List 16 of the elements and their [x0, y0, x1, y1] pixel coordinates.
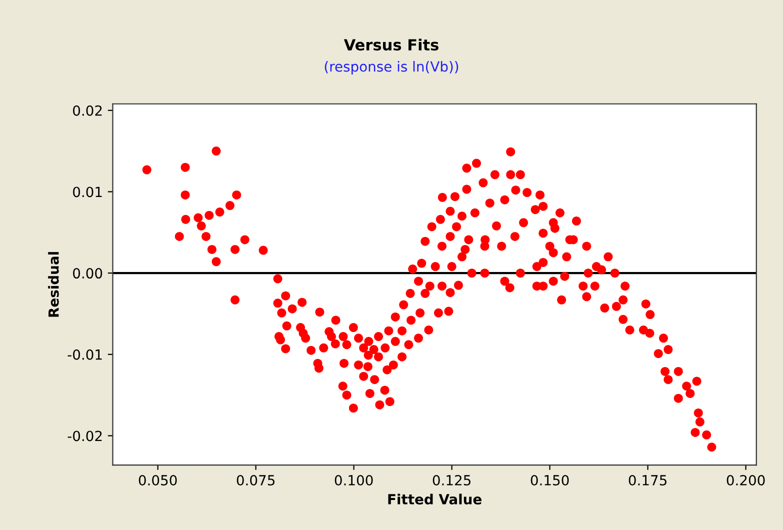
x-tick-label: 0.050 — [138, 474, 177, 486]
x-tick-label: 0.175 — [628, 474, 666, 486]
x-tick-label: 0.125 — [432, 474, 470, 486]
y-tick-label: 0.01 — [73, 186, 102, 198]
chart-title: Versus Fits — [344, 38, 438, 51]
y-tick-label: -0.01 — [68, 349, 102, 360]
chart-subtitle: (response is ln(Vb)) — [324, 60, 458, 74]
x-tick-label: 0.150 — [530, 474, 569, 486]
x-tick-label: 0.100 — [334, 474, 373, 486]
y-tick-label: -0.02 — [68, 430, 102, 442]
x-tick-label: 0.200 — [726, 474, 765, 486]
x-axis-title: Fitted Value — [388, 494, 482, 504]
y-axis-title: Residual — [48, 252, 59, 317]
y-tick-label: 0.00 — [73, 268, 102, 279]
x-tick-label: 0.075 — [236, 474, 274, 486]
y-tick-label: 0.02 — [73, 105, 102, 116]
